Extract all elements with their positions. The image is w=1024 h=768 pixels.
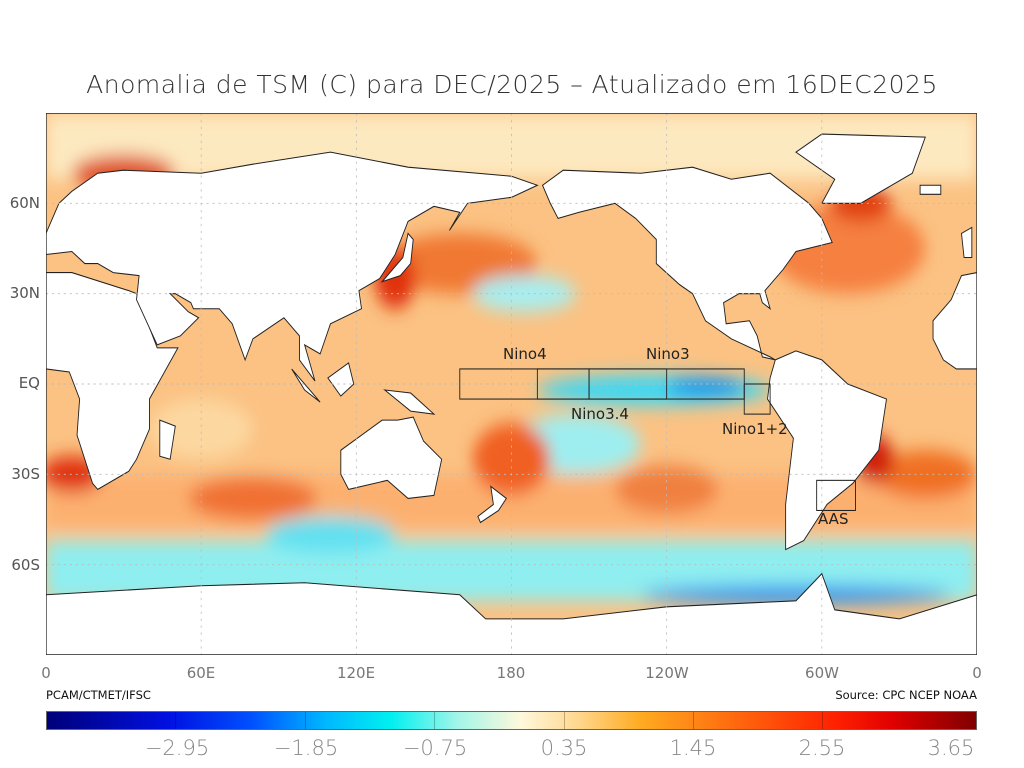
iceland: [919, 184, 942, 195]
lon-label-60w: 60W: [805, 664, 839, 682]
colorbar-tick: −0.75: [402, 736, 468, 760]
lon-label-120w: 120W: [645, 664, 689, 682]
lon-label-180: 180: [496, 664, 526, 682]
antarctica: [46, 572, 977, 655]
north-america: [541, 166, 833, 361]
aas-box: [816, 479, 856, 511]
greenland: [795, 133, 926, 204]
new-guinea: [383, 389, 436, 415]
colorbar-tick: 3.65: [927, 736, 975, 760]
borneo: [327, 362, 355, 397]
label-nino3: Nino3: [646, 345, 690, 363]
label-nino4: Nino4: [503, 345, 547, 363]
lat-label-30n: 30N: [9, 284, 40, 302]
nino-boxes: [459, 368, 856, 511]
australia: [340, 416, 443, 499]
new-zealand: [477, 485, 507, 524]
sumatra: [291, 368, 321, 403]
colorbar-tick: 2.55: [798, 736, 846, 760]
land-masses: [46, 133, 977, 655]
colorbar-divider: [822, 712, 823, 729]
colorbar-divider: [693, 712, 694, 729]
colorbar-tick: 1.45: [669, 736, 717, 760]
madagascar: [159, 419, 176, 460]
sst-anomaly-map: [46, 113, 977, 655]
map-title: Anomalia de TSM (C) para DEC/2025 – Atua…: [86, 70, 938, 99]
colorbar-divider: [175, 712, 176, 729]
lat-label-30s: 30S: [11, 465, 40, 483]
label-aas: AAS: [818, 510, 849, 528]
colorbar: [46, 711, 977, 730]
lon-label-120e: 120E: [336, 664, 376, 682]
uk: [960, 226, 973, 259]
lat-label-60s: 60S: [11, 556, 40, 574]
colorbar-tick: −1.85: [273, 736, 339, 760]
credit-left: PCAM/CTMET/IFSC: [46, 688, 151, 702]
lon-label-360: 0: [972, 664, 982, 682]
japan: [380, 232, 414, 283]
lon-label-60e: 60E: [186, 664, 216, 682]
colorbar-tick: −2.95: [144, 736, 210, 760]
africa: [46, 272, 179, 491]
colorbar-divider: [564, 712, 565, 729]
colorbar-divider: [305, 712, 306, 729]
eurasia: [46, 151, 539, 382]
colorbar-divider: [434, 712, 435, 729]
nino12-box: [743, 383, 771, 415]
label-nino12: Nino1+2: [722, 420, 788, 438]
colorbar-tick: 0.35: [540, 736, 588, 760]
lat-label-60n: 60N: [9, 194, 40, 212]
south-america: [767, 350, 887, 551]
africa-west: [932, 272, 977, 370]
lat-label-eq: EQ: [18, 374, 40, 392]
credit-right: Source: CPC NCEP NOAA: [835, 688, 977, 702]
label-nino34: Nino3.4: [571, 405, 629, 423]
lon-label-0: 0: [41, 664, 51, 682]
